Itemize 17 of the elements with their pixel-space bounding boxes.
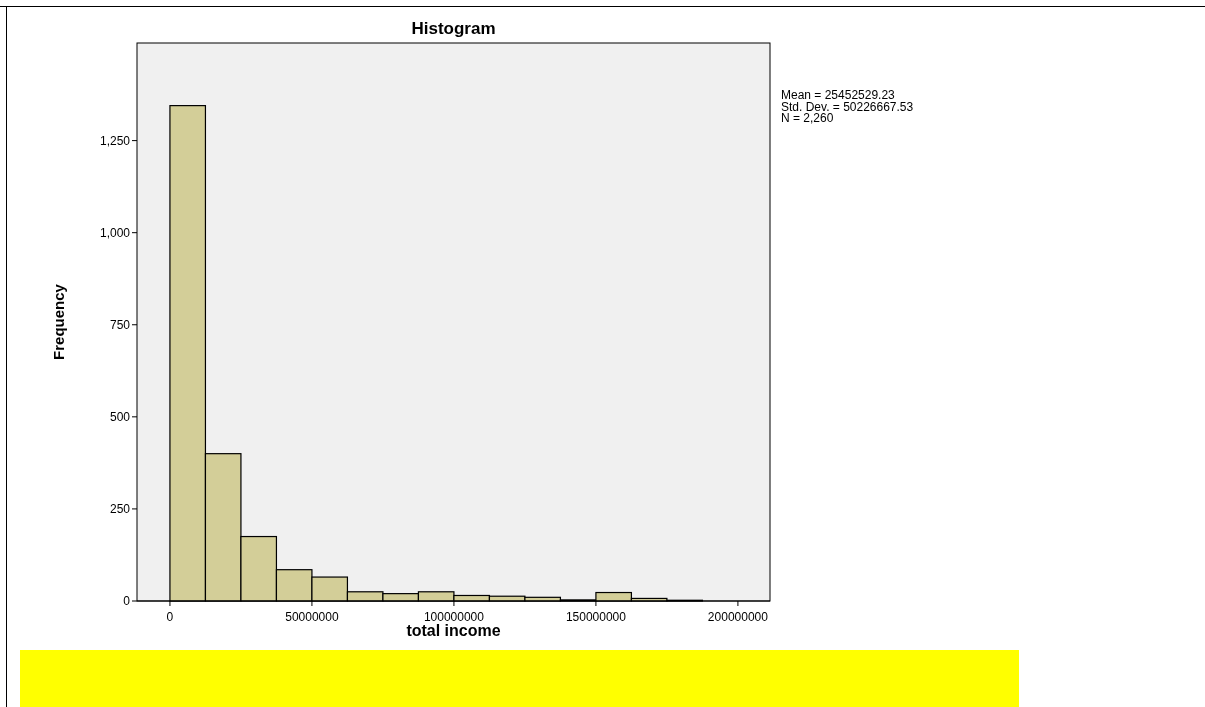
y-axis-title: Frequency — [50, 283, 67, 360]
x-tick-label: 50000000 — [285, 610, 339, 624]
x-axis-title: total income — [406, 622, 501, 639]
x-tick-label: 0 — [166, 610, 174, 624]
text: Std. Dev. = 50226667.53 — [781, 99, 914, 114]
x-tick-label: 100000000 — [423, 610, 485, 624]
y-tick-label: 0 — [123, 594, 131, 608]
y-tick-label: 500 — [109, 409, 131, 424]
y-tick-label: 1,250 — [99, 133, 131, 148]
chart-title: Histogram — [411, 19, 496, 38]
x-tick-label: 200000000 — [707, 610, 769, 624]
y-tick-label: 250 — [109, 501, 131, 516]
text: Mean = 25452529.23 — [781, 88, 896, 102]
y-tick-label: 750 — [109, 317, 131, 332]
text: N = 2,260 — [781, 111, 834, 125]
y-tick-label: 1,000 — [99, 225, 131, 240]
x-tick-label: 150000000 — [565, 610, 627, 624]
